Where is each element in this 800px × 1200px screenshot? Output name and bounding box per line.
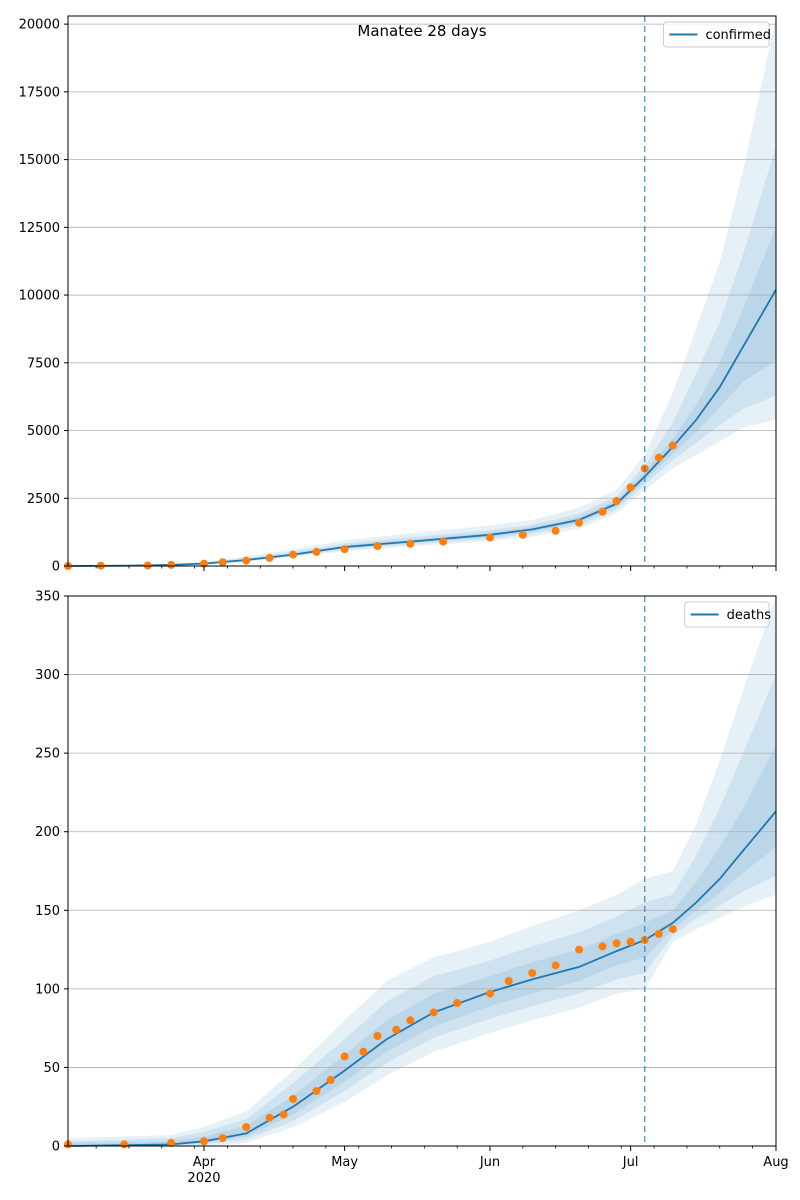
observed-point [265,553,274,562]
observed-point [265,1113,274,1122]
observed-point [668,441,677,450]
observed-point [373,1032,382,1040]
y-tick-label: 150 [35,904,60,919]
observed-point [626,937,635,946]
observed-point [289,550,298,559]
observed-point [167,1138,176,1147]
y-tick-label: 20000 [19,18,60,33]
confirmed-legend: confirmed [662,21,771,48]
observed-point [439,537,448,546]
observed-point [359,1047,368,1056]
confirmed-model-line [67,289,777,567]
deaths-uncertainty-bands [68,596,776,1146]
model-median-line [67,289,777,567]
observed-point [200,1137,208,1146]
observed-point [598,942,607,951]
uncertainty-band-3 [68,745,776,1146]
uncertainty-band-1 [68,596,776,1146]
observed-point [575,518,584,527]
observed-point [551,526,560,535]
deaths-observed-points [64,925,677,1149]
observed-point [312,547,321,556]
x-tick-year-label: 2020 [187,1171,220,1186]
y-tick-label: 5000 [27,424,60,439]
observed-point [612,939,621,948]
observed-point [486,533,494,542]
observed-point [326,1076,335,1084]
x-tick-label: May [331,1155,358,1170]
observed-point [120,1140,129,1149]
x-tick-label: Jul [622,1155,639,1170]
y-tick-label: 15000 [19,153,60,168]
observed-point [551,961,560,970]
observed-point [392,1025,401,1034]
chart-title: Manatee 28 days [357,22,486,40]
observed-point [429,1008,438,1017]
legend-label: deaths [727,608,772,623]
deaths-grid [68,595,776,1147]
observed-point [279,1110,288,1119]
y-tick-label: 12500 [19,221,60,236]
observed-point [406,539,415,548]
axes-frame [67,595,777,1147]
observed-point [289,1094,298,1103]
y-tick-label: 0 [52,560,60,575]
x-tick-label: Jun [479,1155,500,1170]
observed-point [486,989,494,998]
y-tick-label: 250 [35,747,60,762]
observed-point [575,945,584,954]
x-tick-label: Aug [763,1155,788,1170]
y-tick-label: 10000 [19,289,60,304]
observed-point [218,1134,227,1143]
legend-box [662,21,770,48]
confirmed-panel: 0 2500 5000 7500 10000 12500 15000 17500 20000 M… [19,15,777,575]
observed-point [654,453,663,462]
legend-box [684,601,770,628]
legend-label: confirmed [705,28,771,43]
y-tick-label: 2500 [27,492,60,507]
axes-frame [67,15,777,567]
observed-point [373,542,382,550]
observed-point [242,556,251,565]
observed-point [626,483,635,492]
observed-point [453,999,462,1007]
observed-point [340,1052,349,1061]
confirmed-axes: 0 2500 5000 7500 10000 12500 15000 17500 20000 [19,15,777,575]
y-tick-label: 300 [35,668,60,683]
y-tick-label: 0 [52,1140,60,1155]
confirmed-grid [68,23,776,567]
y-tick-label: 7500 [27,356,60,371]
uncertainty-band-2 [68,146,776,566]
observed-point [598,507,607,516]
observed-point [406,1016,415,1025]
observed-point [612,497,621,505]
observed-point [518,530,527,539]
y-tick-label: 100 [35,982,60,997]
observed-point [528,969,537,978]
y-tick-label: 350 [35,590,60,605]
observed-point [668,925,677,934]
y-tick-label: 50 [43,1061,60,1076]
y-tick-label: 200 [35,825,60,840]
observed-point [654,929,663,938]
observed-point [242,1123,251,1132]
uncertainty-band-1 [68,16,776,566]
observed-point [312,1087,321,1095]
y-tick-label: 17500 [19,85,60,100]
uncertainty-band-3 [68,227,776,567]
confirmed-uncertainty-bands [68,16,776,567]
observed-point [504,977,513,985]
x-tick-label: Apr [193,1155,216,1170]
observed-point [167,560,176,569]
observed-point [218,558,227,567]
observed-point [340,545,349,554]
deaths-legend: deaths [684,601,772,628]
